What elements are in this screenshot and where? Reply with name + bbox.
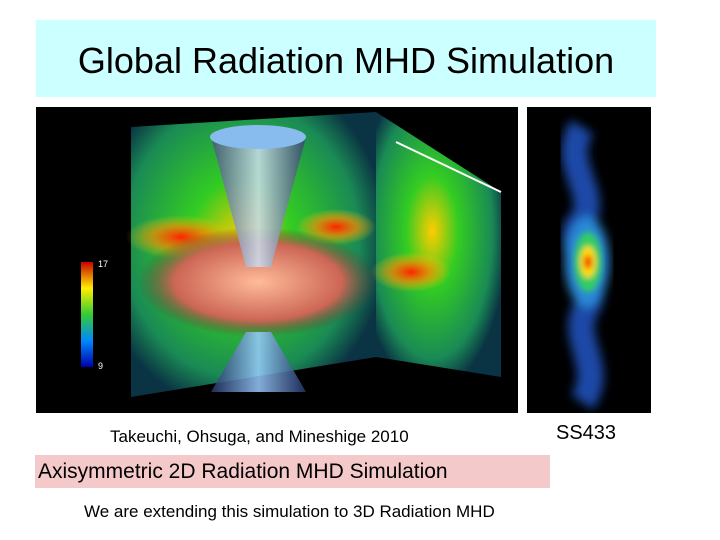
note: We are extending this simulation to 3D R… <box>84 502 495 521</box>
ss433-image <box>527 107 651 413</box>
simulation-image: 17 9 <box>36 107 518 413</box>
caption: Takeuchi, Ohsuga, and Mineshige 2010 <box>110 427 409 446</box>
title: Global Radiation MHD Simulation <box>77 40 615 81</box>
highlight-text: Axisymmetric 2D Radiation MHD Simulation <box>38 460 448 483</box>
title-box <box>36 20 656 97</box>
highlight-box <box>35 455 550 488</box>
caption: SS433 <box>556 422 617 444</box>
colorbar-tick: 9 <box>98 361 103 371</box>
colorbar-tick: 17 <box>98 259 108 269</box>
